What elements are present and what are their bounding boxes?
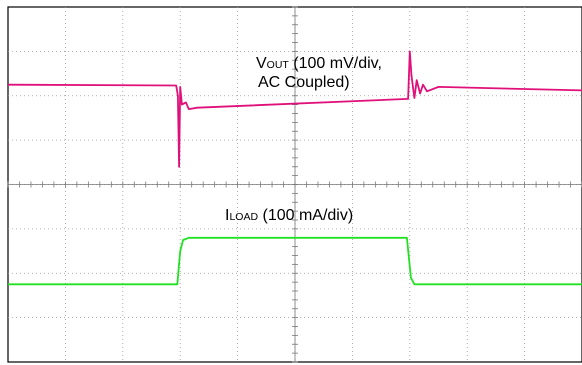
- iload-label: ILOAD (100 mA/div): [225, 207, 353, 224]
- vout-label-rest: (100 mV/div,: [289, 55, 382, 72]
- vout-label-main: V: [256, 55, 267, 72]
- iload-trace: [8, 236, 582, 286]
- iload-label-rest: (100 mA/div): [258, 207, 353, 224]
- vout-trace: [7, 50, 582, 168]
- vout-label-line2: AC Coupled): [258, 74, 350, 91]
- iload-label-main: I: [225, 207, 229, 224]
- vout-label: VOUT (100 mV/div,: [256, 55, 382, 72]
- traces: [7, 50, 582, 286]
- grid: [7, 6, 582, 363]
- iload-label-sub: LOAD: [229, 211, 258, 223]
- vout-label-sub: OUT: [267, 59, 290, 71]
